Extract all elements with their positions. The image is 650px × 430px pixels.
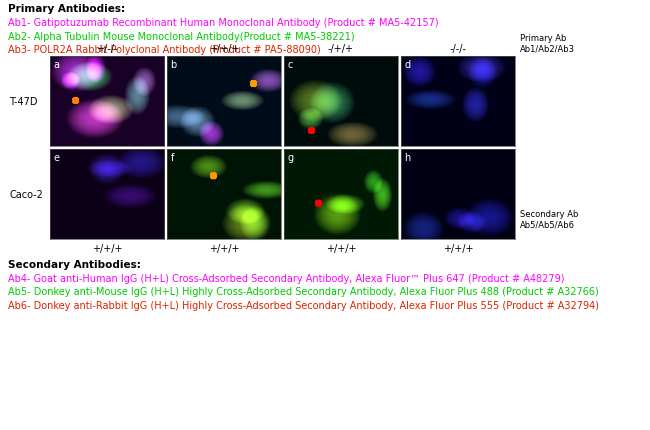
Text: +/-/-: +/-/- (96, 44, 118, 54)
Text: Ab4- Goat anti-Human IgG (H+L) Cross-Adsorbed Secondary Antibody, Alexa Fluor™ P: Ab4- Goat anti-Human IgG (H+L) Cross-Ads… (8, 273, 564, 283)
Text: Ab6- Donkey anti-Rabbit IgG (H+L) Highly Cross-Adsorbed Secondary Antibody, Alex: Ab6- Donkey anti-Rabbit IgG (H+L) Highly… (8, 301, 599, 310)
Text: +/+/+: +/+/+ (443, 243, 473, 253)
Text: -/+/+: -/+/+ (328, 44, 354, 54)
Text: +/+/+: +/+/+ (209, 243, 239, 253)
Text: T-47D: T-47D (9, 97, 38, 107)
Text: Ab5- Donkey anti-Mouse IgG (H+L) Highly Cross-Adsorbed Secondary Antibody, Alexa: Ab5- Donkey anti-Mouse IgG (H+L) Highly … (8, 287, 599, 297)
Text: -/-/-: -/-/- (450, 44, 467, 54)
Text: Primary Antibodies:: Primary Antibodies: (8, 4, 125, 14)
Text: Caco-2: Caco-2 (9, 190, 43, 200)
Text: Primary Ab
Ab1/Ab2/Ab3: Primary Ab Ab1/Ab2/Ab3 (520, 34, 575, 54)
Text: +/+/+: +/+/+ (92, 243, 122, 253)
Text: Secondary Antibodies:: Secondary Antibodies: (8, 259, 141, 269)
Text: Ab2- Alpha Tubulin Mouse Monoclonal Antibody(Product # MA5-38221): Ab2- Alpha Tubulin Mouse Monoclonal Anti… (8, 31, 355, 41)
Text: +/+/+: +/+/+ (209, 44, 239, 54)
Text: Ab1- Gatipotuzumab Recombinant Human Monoclonal Antibody (Product # MA5-42157): Ab1- Gatipotuzumab Recombinant Human Mon… (8, 18, 439, 28)
Text: +/+/+: +/+/+ (326, 243, 356, 253)
Text: Ab3- POLR2A Rabbit Polyclonal Antibody (Product # PA5-88090): Ab3- POLR2A Rabbit Polyclonal Antibody (… (8, 45, 320, 55)
Text: Secondary Ab
Ab5/Ab5/Ab6: Secondary Ab Ab5/Ab5/Ab6 (520, 209, 578, 230)
